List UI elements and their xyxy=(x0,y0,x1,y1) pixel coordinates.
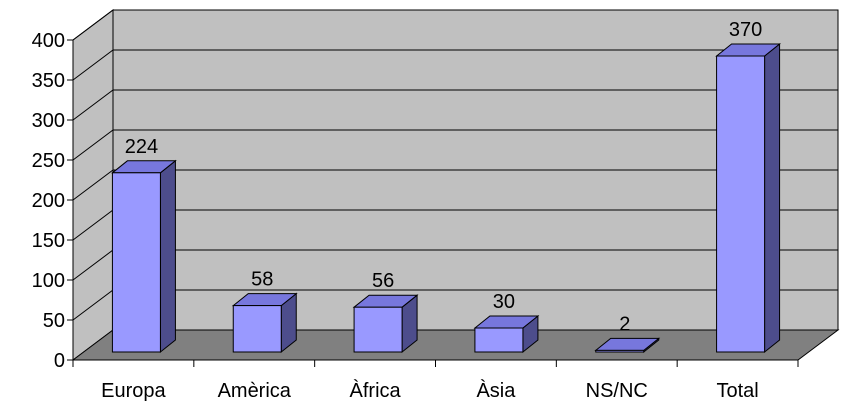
data-label-2: 56 xyxy=(372,270,394,292)
x-tick-label-1: Amèrica xyxy=(218,380,292,402)
data-label-5: 370 xyxy=(729,19,762,41)
y-tick-label-0: 0 xyxy=(54,350,65,372)
y-tick-label-150: 150 xyxy=(32,230,65,252)
data-labels: 224 58 56 30 2 370 xyxy=(125,19,763,335)
bar--frica xyxy=(352,294,419,354)
y-tick-label-250: 250 xyxy=(32,150,65,172)
bar-front xyxy=(474,327,524,353)
data-label-4: 2 xyxy=(619,313,630,335)
x-tick-label-0: Europa xyxy=(101,380,166,402)
bar-front xyxy=(111,172,161,353)
bar-ns-nc xyxy=(594,337,661,354)
y-tick-label-300: 300 xyxy=(32,110,65,132)
y-tick-label-100: 100 xyxy=(32,270,65,292)
gridline-400 xyxy=(72,9,838,41)
bar-europa xyxy=(110,159,177,354)
bar-side xyxy=(159,159,176,354)
bar--sia xyxy=(473,314,540,354)
data-label-0: 224 xyxy=(125,136,158,158)
gridline-250 xyxy=(72,129,838,161)
data-label-1: 58 xyxy=(251,269,273,291)
x-tick-label-2: Àfrica xyxy=(350,379,402,402)
bars xyxy=(110,42,782,354)
gridline-300 xyxy=(72,89,838,121)
y-axis-tick-labels: 0 50 100 150 200 250 300 350 400 xyxy=(32,30,73,372)
y-tick-label-200: 200 xyxy=(32,190,65,212)
x-axis-tick-labels: Europa Amèrica Àfrica Àsia NS/NC Total xyxy=(72,360,799,402)
bar-total xyxy=(715,42,782,354)
bar-front xyxy=(353,306,403,353)
bar-am-rica xyxy=(231,292,298,354)
bar-front xyxy=(716,55,766,353)
y-tick-label-400: 400 xyxy=(32,30,65,52)
y-tick-label-50: 50 xyxy=(43,310,65,332)
gridline-350 xyxy=(72,49,838,81)
bar-front xyxy=(232,305,282,353)
x-tick-label-4: NS/NC xyxy=(586,380,648,402)
data-label-3: 30 xyxy=(493,291,515,313)
x-tick-label-5: Total xyxy=(716,380,758,402)
y-tick-label-350: 350 xyxy=(32,70,65,92)
bar-front xyxy=(595,349,645,353)
bar-side xyxy=(764,42,781,354)
gridline-200 xyxy=(72,169,838,201)
x-tick-label-3: Àsia xyxy=(476,379,516,402)
